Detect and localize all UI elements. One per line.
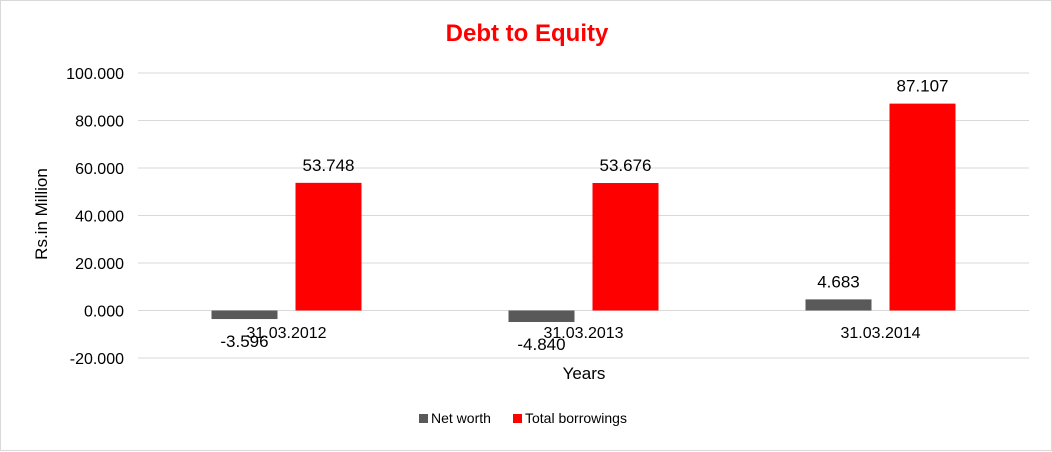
x-axis-label: Years [563,364,606,383]
y-tick-label: 80.000 [75,114,124,131]
x-tick-label: 31.03.2012 [246,325,326,342]
y-axis-label: Rs.in Million [32,168,51,260]
y-tick-label: -20.000 [70,351,124,368]
legend-swatch [513,414,522,423]
bar-total-borrowings [592,183,659,311]
gridlines [138,72,1029,359]
bar-net-worth [805,299,872,311]
y-tick-labels: 100.000 80.000 60.000 40.000 20.000 0.000 -20.… [66,66,124,368]
bar-total-borrowings [295,182,362,311]
data-label: 53.748 [303,156,355,175]
y-tick-label: 40.000 [75,209,124,226]
x-tick-label: 31.03.2013 [543,325,623,342]
data-label: 4.683 [817,272,860,291]
chart-title: Debt to Equity [446,20,609,47]
bar-net-worth [211,310,278,320]
legend: Net worth Total borrowings [419,410,627,426]
data-label: -3.596 [220,332,268,351]
legend-item: Total borrowings [513,410,627,426]
data-labels: -3.596 53.748 -4.840 53.676 4.683 87.107 [220,77,948,354]
y-tick-label: 20.000 [75,256,124,273]
data-label: -4.840 [517,335,565,354]
data-label: 53.676 [600,156,652,175]
bar-net-worth [508,310,575,322]
x-tick-labels: 31.03.2012 31.03.2013 31.03.2014 [246,325,920,342]
y-tick-label: 0.000 [84,304,124,321]
x-tick-label: 31.03.2014 [840,325,920,342]
legend-item: Net worth [419,410,491,426]
data-label: 87.107 [897,77,949,96]
bars [211,103,956,322]
y-tick-label: 60.000 [75,161,124,178]
legend-label: Net worth [431,410,491,426]
legend-swatch [419,414,428,423]
legend-label: Total borrowings [525,410,627,426]
y-tick-label: 100.000 [66,66,124,83]
bar-total-borrowings [889,103,956,311]
